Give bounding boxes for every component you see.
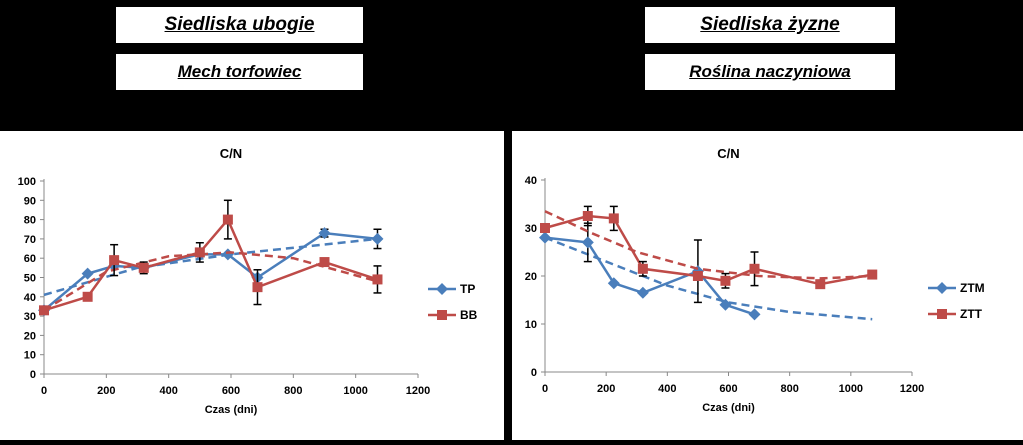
legend-marker-ztm	[936, 282, 948, 294]
y-tick-label: 40	[525, 175, 537, 187]
right-subtitle-box: Roślina naczyniowa	[644, 53, 896, 91]
y-tick-label: 70	[24, 234, 36, 246]
data-point-ztt	[692, 271, 703, 281]
y-tick-label: 30	[24, 311, 36, 323]
x-tick-label: 200	[97, 385, 115, 397]
data-point-ztt	[582, 211, 593, 221]
data-point-ztm	[539, 231, 551, 244]
right-title-box: Siedliska żyzne	[644, 6, 896, 44]
y-tick-label: 20	[24, 330, 36, 342]
chart-title: C/N	[717, 146, 739, 161]
x-tick-label: 1000	[839, 383, 863, 395]
data-point-bb	[138, 262, 149, 273]
x-tick-label: 400	[658, 383, 676, 395]
data-point-ztm	[636, 286, 649, 299]
chart-panel-right: C/N 0 10 20 30 40 0 200 400 600 800 1000 1200 Czas (d…	[512, 131, 1023, 440]
x-tick-label: 600	[222, 385, 240, 397]
data-point-bb	[194, 247, 205, 258]
data-point-ztt	[749, 263, 760, 274]
left-subtitle-box: Mech torfowiec	[115, 53, 364, 91]
legend-label-ztm: ZTM	[960, 281, 985, 295]
chart-panel-left: C/N 0 10 20 30 40 50 60 70 80 90 100 0 200 400 600 800 10…	[0, 131, 504, 440]
x-axis-label: Czas (dni)	[205, 404, 258, 416]
y-tick-label: 50	[24, 273, 36, 285]
x-tick-label: 200	[597, 383, 615, 395]
legend-marker-tp	[436, 283, 448, 295]
data-point-bb	[39, 305, 49, 316]
y-tick-label: 20	[525, 271, 537, 283]
x-tick-label: 1000	[343, 385, 367, 397]
x-axis-label: Czas (dni)	[702, 402, 755, 414]
y-tick-label: 10	[24, 350, 36, 362]
y-tick-label: 30	[525, 223, 537, 235]
left-title-box: Siedliska ubogie	[115, 6, 364, 44]
trendline-bb	[43, 251, 378, 312]
legend-marker-ztt	[937, 309, 947, 319]
y-tick-label: 60	[24, 253, 36, 265]
y-tick-label: 80	[24, 215, 36, 227]
data-point-ztm	[581, 236, 594, 249]
trendline-ztt	[544, 210, 873, 280]
data-point-ztt	[637, 263, 648, 274]
y-tick-label: 90	[24, 195, 36, 207]
y-tick-label: 100	[18, 176, 36, 188]
x-tick-label: 0	[41, 385, 47, 397]
chart-title: C/N	[220, 146, 242, 161]
right-subtitle: Roślina naczyniowa	[689, 62, 851, 81]
data-point-tp	[371, 232, 384, 245]
y-tick-label: 0	[531, 367, 537, 379]
data-point-bb	[222, 214, 233, 225]
legend-label-bb: BB	[460, 308, 478, 322]
data-point-ztt	[720, 275, 731, 286]
left-title: Siedliska ubogie	[164, 14, 315, 35]
x-tick-label: 800	[284, 385, 302, 397]
x-tick-label: 800	[780, 383, 798, 395]
x-tick-label: 1200	[406, 385, 430, 397]
x-tick-label: 600	[719, 383, 737, 395]
data-point-bb	[82, 291, 93, 302]
data-point-tp	[318, 227, 331, 240]
data-point-bb	[319, 257, 330, 268]
data-point-ztt	[815, 279, 826, 290]
x-tick-label: 400	[159, 385, 177, 397]
data-point-tp	[81, 267, 94, 280]
data-point-ztt	[540, 223, 550, 233]
data-point-ztt	[608, 213, 619, 224]
data-point-bb	[252, 282, 263, 293]
data-point-bb	[109, 255, 120, 266]
legend-marker-bb	[437, 310, 447, 320]
legend-label-ztt: ZTT	[960, 307, 983, 321]
y-tick-label: 0	[30, 369, 36, 381]
data-point-ztm	[719, 298, 732, 311]
x-tick-label: 0	[542, 383, 548, 395]
left-subtitle: Mech torfowiec	[177, 62, 302, 81]
y-tick-label: 10	[525, 319, 537, 331]
y-tick-label: 40	[24, 292, 36, 304]
x-tick-label: 1200	[900, 383, 924, 395]
right-title: Siedliska żyzne	[700, 14, 840, 35]
data-point-ztm	[748, 308, 761, 321]
data-point-ztt	[867, 269, 878, 280]
data-point-ztm	[607, 277, 620, 290]
data-point-bb	[372, 274, 383, 285]
legend-label-tp: TP	[460, 282, 475, 296]
